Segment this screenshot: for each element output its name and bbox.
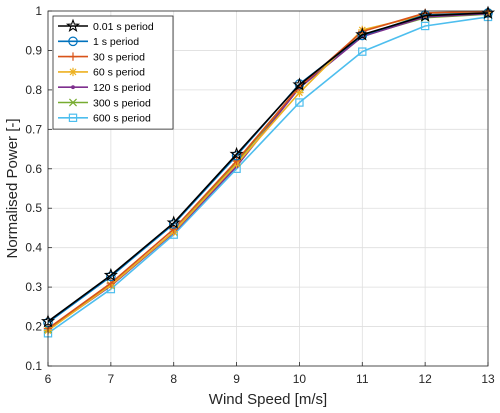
y-tick-label: 0.8 — [25, 83, 42, 97]
legend-marker — [65, 18, 81, 32]
legend-marker — [68, 67, 78, 77]
x-tick-label: 11 — [356, 372, 369, 386]
data-point — [295, 98, 304, 107]
y-axis-label: Normalised Power [-] — [4, 118, 21, 258]
y-tick-label: 0.1 — [25, 359, 42, 373]
legend-label: 0.01 s period — [93, 21, 154, 33]
data-point — [418, 8, 433, 22]
x-tick-label: 12 — [418, 372, 432, 386]
data-point — [232, 156, 241, 166]
legend-label: 60 s period — [93, 67, 145, 79]
legend-item: 0.01 s period — [58, 18, 154, 33]
legend-label: 1 s period — [93, 36, 139, 48]
data-point — [103, 267, 118, 282]
data-point — [292, 77, 307, 91]
x-tick-label: 9 — [233, 372, 240, 386]
data-point — [168, 219, 179, 229]
legend-marker — [68, 52, 78, 61]
data-point — [229, 146, 244, 161]
legend-label: 600 s period — [93, 113, 151, 125]
legend-marker — [71, 85, 75, 90]
y-tick-label: 0.6 — [25, 162, 42, 176]
x-tick-label: 10 — [293, 372, 307, 386]
data-point — [358, 47, 367, 56]
data-point — [166, 215, 181, 229]
series-line — [47, 16, 489, 334]
data-point — [355, 27, 370, 41]
y-tick-label: 0.5 — [25, 201, 42, 215]
y-tick-label: 0.7 — [25, 122, 42, 136]
y-tick-label: 0.3 — [25, 280, 42, 294]
data-point — [357, 30, 368, 41]
legend: 0.01 s period 1 s period 30 s period 60 s p… — [52, 15, 174, 130]
series-line — [47, 12, 489, 323]
legend-label: 30 s period — [93, 51, 145, 63]
plot-frame — [47, 10, 489, 367]
data-point — [169, 224, 178, 234]
legend-marker — [68, 36, 78, 47]
legend-item: 30 s period — [58, 51, 145, 63]
legend-item: 1 s period — [58, 36, 139, 48]
tick-labels: 6 7 8 9 10 11 12 13 0.1 0.2 0.3 0.4 0.5 0.6 0.7 0.8 0.9 1 — [25, 4, 495, 386]
x-tick-label: 6 — [45, 372, 52, 386]
y-tick-label: 0.4 — [25, 241, 42, 255]
x-tick-label: 13 — [481, 372, 495, 386]
x-tick-label: 8 — [170, 372, 177, 386]
y-tick-label: 1 — [35, 4, 42, 18]
data-point — [420, 21, 430, 31]
legend-item: 60 s period — [58, 67, 145, 79]
y-tick-label: 0.2 — [25, 320, 42, 334]
legend-item: 300 s period — [58, 97, 151, 109]
legend-label: 120 s period — [93, 82, 151, 94]
legend-marker — [68, 113, 78, 122]
legend-item: 600 s period — [58, 113, 151, 125]
series-line — [47, 11, 489, 332]
series-line — [47, 10, 489, 330]
x-axis-label: Wind Speed [m/s] — [209, 391, 327, 408]
legend-marker — [69, 98, 77, 107]
legend-label: 300 s period — [93, 97, 151, 109]
x-tick-label: 7 — [108, 372, 115, 386]
data-point — [231, 150, 242, 161]
data-point — [106, 271, 116, 282]
legend-item: 120 s period — [58, 82, 151, 94]
y-tick-label: 0.9 — [25, 43, 42, 57]
data-point — [295, 88, 304, 97]
